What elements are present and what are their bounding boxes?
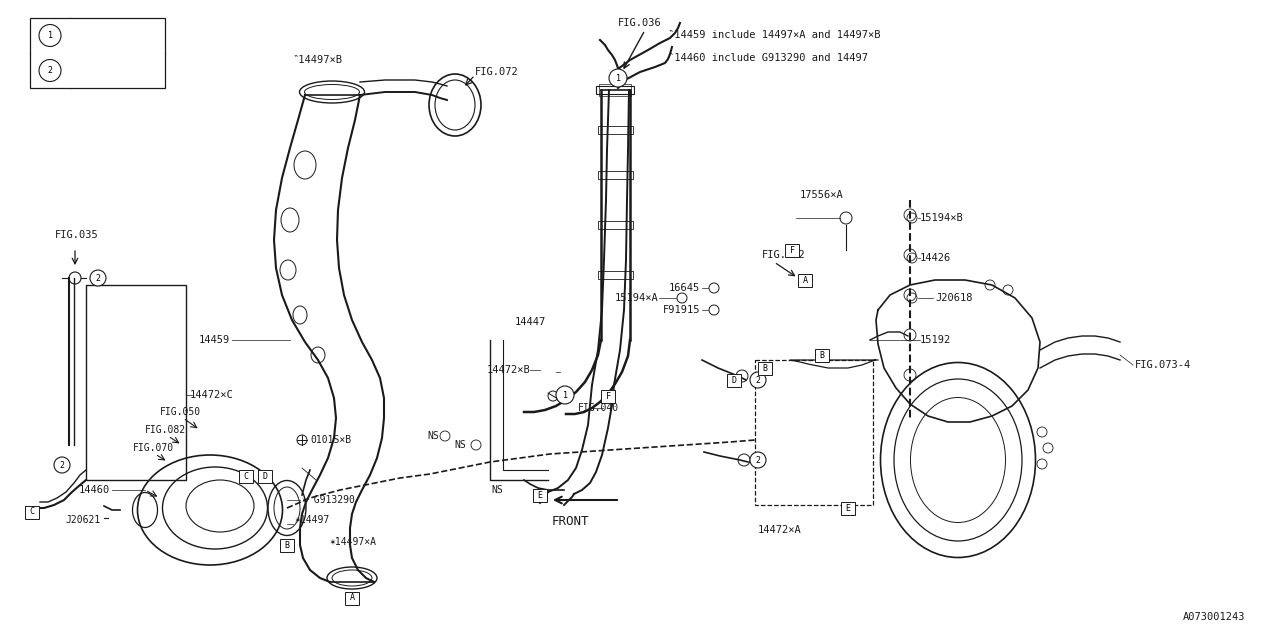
Text: F91801: F91801 — [78, 31, 119, 40]
Text: FIG.035: FIG.035 — [55, 230, 99, 240]
Bar — [26, 506, 38, 518]
Text: ‶14460 include G913290 and 14497: ‶14460 include G913290 and 14497 — [668, 53, 868, 63]
Bar — [758, 362, 772, 374]
Text: J20621: J20621 — [65, 515, 100, 525]
Bar — [727, 374, 741, 387]
Bar — [755, 360, 873, 505]
Text: 2: 2 — [755, 376, 760, 385]
Text: ✶14497×A: ✶14497×A — [330, 537, 378, 547]
Bar — [596, 86, 634, 94]
Bar — [259, 470, 273, 483]
Text: FIG.082: FIG.082 — [762, 250, 805, 260]
Text: FIG.073-4: FIG.073-4 — [1135, 360, 1192, 370]
Text: 2: 2 — [755, 456, 760, 465]
Bar — [599, 84, 631, 96]
Circle shape — [609, 69, 627, 87]
Text: 14459: 14459 — [198, 335, 230, 345]
Text: 1: 1 — [47, 31, 52, 40]
Text: 1: 1 — [562, 390, 567, 399]
Circle shape — [38, 60, 61, 81]
Text: B: B — [763, 364, 768, 372]
Bar — [602, 390, 614, 403]
Text: A: A — [349, 593, 355, 602]
Text: 2: 2 — [96, 273, 101, 282]
Text: 14472×B: 14472×B — [486, 365, 530, 375]
Text: 2: 2 — [47, 66, 52, 75]
Text: FIG.070: FIG.070 — [133, 443, 174, 453]
Text: E: E — [538, 490, 543, 499]
Text: A073001243: A073001243 — [1183, 612, 1245, 622]
Text: F: F — [605, 392, 611, 401]
Text: 14877: 14877 — [78, 65, 111, 76]
Text: J20618: J20618 — [934, 293, 973, 303]
Text: 2: 2 — [59, 461, 64, 470]
Bar — [797, 273, 812, 287]
Bar — [598, 271, 634, 279]
Bar — [785, 243, 799, 257]
Text: ✶14497: ✶14497 — [294, 515, 330, 525]
Text: 16645: 16645 — [668, 283, 700, 293]
Bar — [346, 591, 358, 605]
Text: D: D — [731, 376, 736, 385]
Bar — [86, 285, 186, 480]
Text: ✶ G913290: ✶ G913290 — [302, 495, 355, 505]
Text: F: F — [790, 246, 795, 255]
Circle shape — [750, 452, 765, 468]
Text: 14426: 14426 — [920, 253, 951, 263]
Text: C: C — [243, 472, 248, 481]
Text: NS: NS — [428, 431, 439, 441]
Text: FIG.072: FIG.072 — [475, 67, 518, 77]
Circle shape — [54, 457, 70, 473]
Text: FIG.050: FIG.050 — [160, 407, 201, 417]
Text: FRONT: FRONT — [552, 515, 589, 528]
Circle shape — [90, 270, 106, 286]
Text: FIG.036: FIG.036 — [618, 18, 662, 28]
Circle shape — [556, 386, 573, 404]
Text: 14472×C: 14472×C — [189, 390, 234, 400]
Circle shape — [750, 372, 765, 388]
Text: F91915: F91915 — [663, 305, 700, 315]
Bar — [598, 126, 634, 134]
Text: FIG.082: FIG.082 — [145, 425, 186, 435]
Text: 0101S×B: 0101S×B — [310, 435, 351, 445]
Text: 1: 1 — [616, 74, 621, 83]
Text: A: A — [803, 275, 808, 285]
Bar — [280, 538, 294, 552]
Text: B: B — [284, 541, 289, 550]
Text: 15194×B: 15194×B — [920, 213, 964, 223]
Bar — [598, 171, 634, 179]
Bar — [239, 470, 253, 483]
Bar — [598, 221, 634, 229]
Text: ‶14497×B: ‶14497×B — [293, 55, 343, 65]
Text: 17556×A: 17556×A — [800, 190, 844, 200]
Text: E: E — [846, 504, 850, 513]
Bar — [815, 349, 829, 362]
Text: 14447: 14447 — [515, 317, 547, 327]
Text: FIG.040: FIG.040 — [579, 403, 620, 413]
Text: ‶14459 include 14497×A and 14497×B: ‶14459 include 14497×A and 14497×B — [668, 30, 881, 40]
Text: D: D — [262, 472, 268, 481]
Text: B: B — [819, 351, 824, 360]
Text: 14472×A: 14472×A — [758, 525, 801, 535]
Text: NS: NS — [454, 440, 466, 450]
Text: 15194×A: 15194×A — [614, 293, 658, 303]
Bar — [532, 488, 547, 502]
Text: C: C — [29, 508, 35, 516]
Text: NS: NS — [492, 485, 503, 495]
Circle shape — [38, 24, 61, 47]
Text: 14460: 14460 — [79, 485, 110, 495]
Bar — [841, 502, 855, 515]
Text: 15192: 15192 — [920, 335, 951, 345]
Bar — [29, 18, 165, 88]
